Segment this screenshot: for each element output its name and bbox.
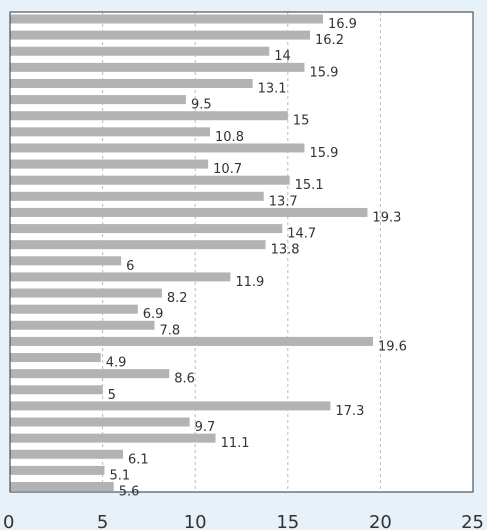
bar-11: [10, 175, 290, 185]
data-label-25: 17.3: [335, 404, 364, 419]
bar-7: [10, 111, 288, 121]
data-label-10: 10.7: [213, 162, 242, 177]
data-label-27: 11.1: [221, 436, 250, 451]
bar-1: [10, 14, 323, 24]
data-label-19: 6.9: [143, 307, 164, 322]
data-label-11: 15.1: [295, 178, 324, 193]
data-label-6: 9.5: [191, 98, 212, 113]
data-label-8: 10.8: [215, 130, 244, 145]
x-tick-label-25: 25: [461, 512, 484, 530]
bar-22: [10, 353, 101, 363]
data-label-26: 9.7: [195, 420, 216, 435]
bar-18: [10, 288, 162, 298]
data-label-22: 4.9: [106, 356, 127, 371]
bar-10: [10, 159, 209, 169]
bar-4: [10, 62, 305, 72]
bar-2: [10, 30, 311, 40]
bar-27: [10, 433, 216, 443]
bar-13: [10, 207, 368, 217]
bar-3: [10, 46, 270, 56]
data-label-16: 6: [126, 259, 134, 274]
data-label-5: 13.1: [258, 81, 287, 96]
x-tick-label-5: 5: [97, 512, 108, 530]
data-label-24: 5: [108, 388, 116, 403]
data-label-29: 5.1: [109, 468, 130, 483]
bar-28: [10, 449, 123, 459]
data-label-17: 11.9: [235, 275, 264, 290]
data-label-4: 15.9: [309, 65, 338, 80]
bar-16: [10, 256, 122, 266]
bar-19: [10, 304, 138, 314]
data-label-9: 15.9: [309, 146, 338, 161]
data-label-12: 13.7: [269, 194, 298, 209]
data-label-2: 16.2: [315, 33, 344, 48]
bar-14: [10, 224, 283, 234]
plot-frame: [9, 11, 474, 493]
grid-lines: [102, 12, 381, 492]
data-label-23: 8.6: [174, 372, 195, 387]
data-label-18: 8.2: [167, 291, 188, 306]
bar-24: [10, 385, 103, 395]
bar-20: [10, 320, 155, 330]
bar-15: [10, 240, 266, 250]
data-labels: 16.916.21415.913.19.51510.815.910.715.11…: [106, 17, 407, 500]
x-tick-label-10: 10: [184, 512, 207, 530]
data-label-15: 13.8: [271, 243, 300, 258]
bar-6: [10, 95, 186, 105]
data-label-3: 14: [274, 49, 291, 64]
bar-5: [10, 78, 253, 88]
x-axis-ticks: 0 5 10 15 20 25: [3, 512, 484, 530]
data-label-1: 16.9: [328, 17, 357, 32]
bar-8: [10, 127, 211, 137]
x-tick-label-15: 15: [276, 512, 299, 530]
data-label-20: 7.8: [159, 323, 180, 338]
data-label-28: 6.1: [128, 452, 149, 467]
data-label-14: 14.7: [287, 227, 316, 242]
bar-25: [10, 401, 331, 411]
bar-9: [10, 143, 305, 153]
bars: [10, 14, 373, 491]
bar-26: [10, 417, 190, 427]
bar-21: [10, 336, 373, 346]
data-label-13: 19.3: [372, 210, 401, 225]
bar-23: [10, 369, 170, 379]
data-label-7: 15: [293, 114, 310, 129]
x-tick-label-20: 20: [369, 512, 392, 530]
plot-area: [10, 12, 473, 492]
data-label-21: 19.6: [378, 339, 407, 354]
x-tick-label-0: 0: [3, 512, 14, 530]
bar-12: [10, 191, 264, 201]
bar-30: [10, 482, 114, 491]
bar-29: [10, 465, 105, 475]
bar-17: [10, 272, 231, 282]
